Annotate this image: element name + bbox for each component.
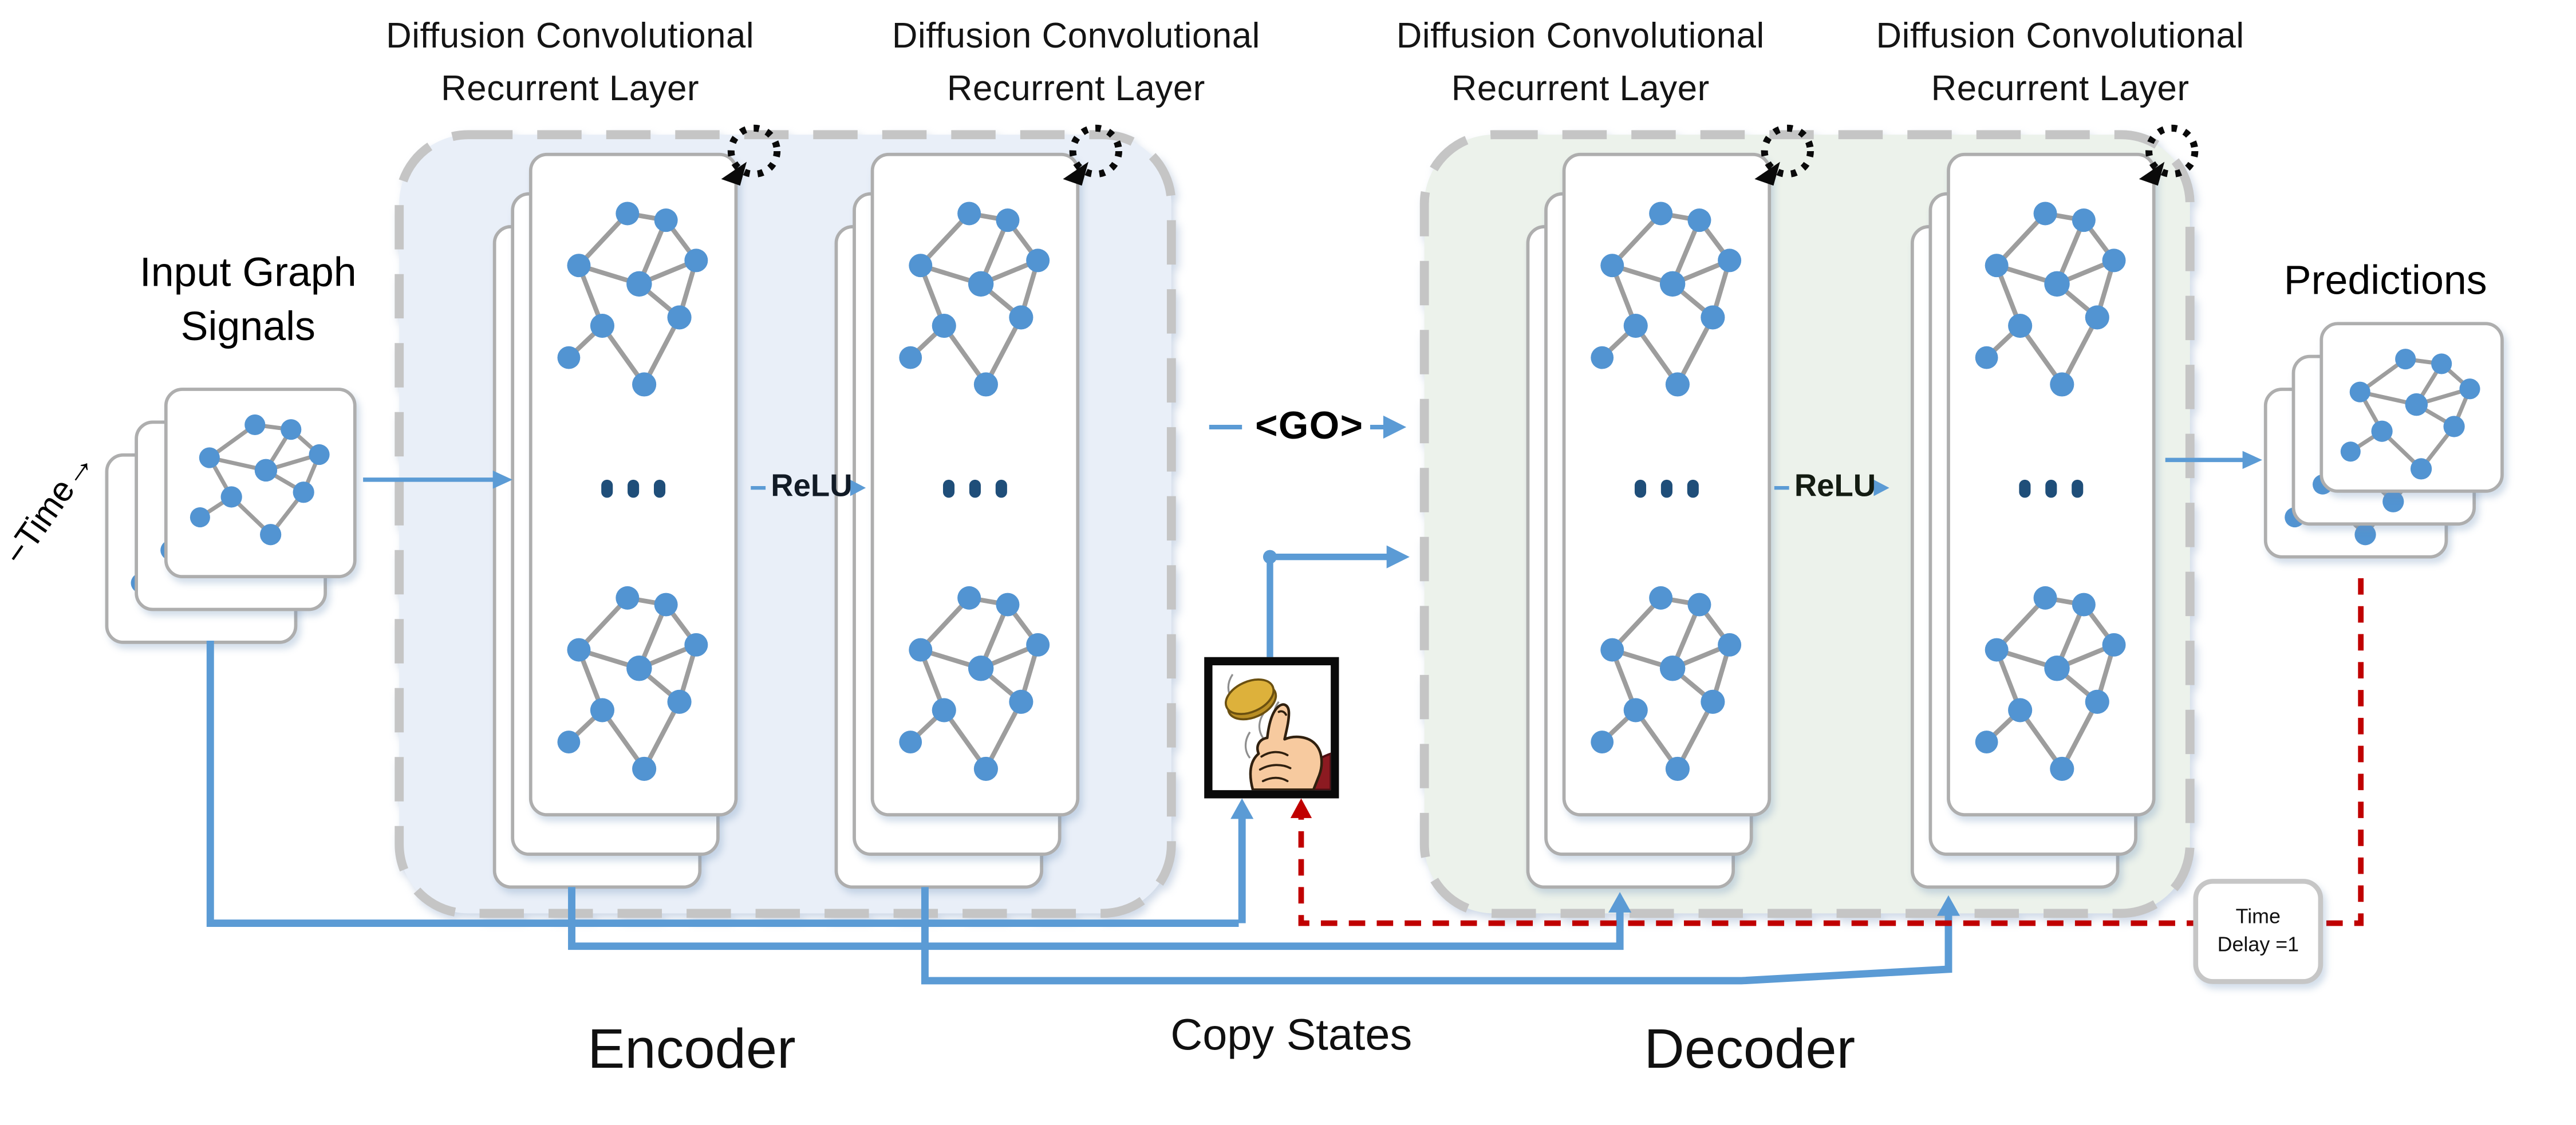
ellipsis-icon <box>1634 478 1699 498</box>
decoder-relu-label: ReLU <box>1794 469 1876 504</box>
arrowhead-icon <box>850 479 866 496</box>
input-graph-signals-label: Input Graph Signals <box>139 250 357 350</box>
recurrent-loop-icon <box>715 117 790 192</box>
encoder-label: Encoder <box>587 1018 796 1081</box>
coin-icon <box>1224 678 1277 721</box>
arrowhead-icon <box>1608 892 1632 913</box>
arrowhead-icon <box>1873 479 1889 496</box>
arrowhead-icon <box>492 471 513 489</box>
arrowhead-icon <box>1936 895 1960 916</box>
encoder-layer2-title: Diffusion Convolutional Recurrent Layer <box>891 16 1260 109</box>
time-delay-box: Time Delay =1 <box>2193 879 2323 984</box>
ellipsis-icon <box>601 478 666 498</box>
coin-to-decoder-arrow <box>1267 553 1390 661</box>
layer-card-front <box>1562 152 1772 817</box>
layer-card-front <box>528 152 738 817</box>
copy-states-rail-1 <box>568 887 1624 950</box>
copy-states-rail-2 <box>921 887 1952 985</box>
prediction-feedback-rail <box>1298 578 2364 926</box>
ellipsis-icon <box>942 478 1007 498</box>
arrowhead-icon <box>1290 798 1312 818</box>
arrowhead-icon <box>2242 451 2263 469</box>
decoder-layer1-title: Diffusion Convolutional Recurrent Layer <box>1396 16 1765 109</box>
hand-icon <box>1249 703 1331 791</box>
layer-card-front <box>870 152 1080 817</box>
coin-flip-icon <box>1204 657 1339 799</box>
ellipsis-icon <box>2019 478 2084 498</box>
go-token-label: <GO> <box>1255 404 1364 447</box>
copy-states-label: Copy States <box>1170 1010 1413 1060</box>
prediction-card-front <box>2319 322 2504 493</box>
input-to-coin-rail <box>206 641 1246 927</box>
encoder-layer1-title: Diffusion Convolutional Recurrent Layer <box>386 16 755 109</box>
arrowhead-icon <box>1383 415 1407 439</box>
arrowhead-icon <box>1230 798 1254 819</box>
arrowhead-icon <box>1386 545 1410 569</box>
recurrent-loop-icon <box>1748 117 1824 192</box>
decoder-layer2-title: Diffusion Convolutional Recurrent Layer <box>1876 16 2244 109</box>
encoder-relu-label: ReLU <box>771 469 853 504</box>
recurrent-loop-icon <box>1056 117 1132 192</box>
recurrent-loop-icon <box>2132 117 2208 192</box>
predictions-label: Predictions <box>2283 258 2487 304</box>
input-card-front <box>164 388 357 578</box>
layer-card-front <box>1947 152 2156 817</box>
decoder-label: Decoder <box>1644 1018 1856 1081</box>
elbow-junction-dot <box>1263 550 1277 564</box>
